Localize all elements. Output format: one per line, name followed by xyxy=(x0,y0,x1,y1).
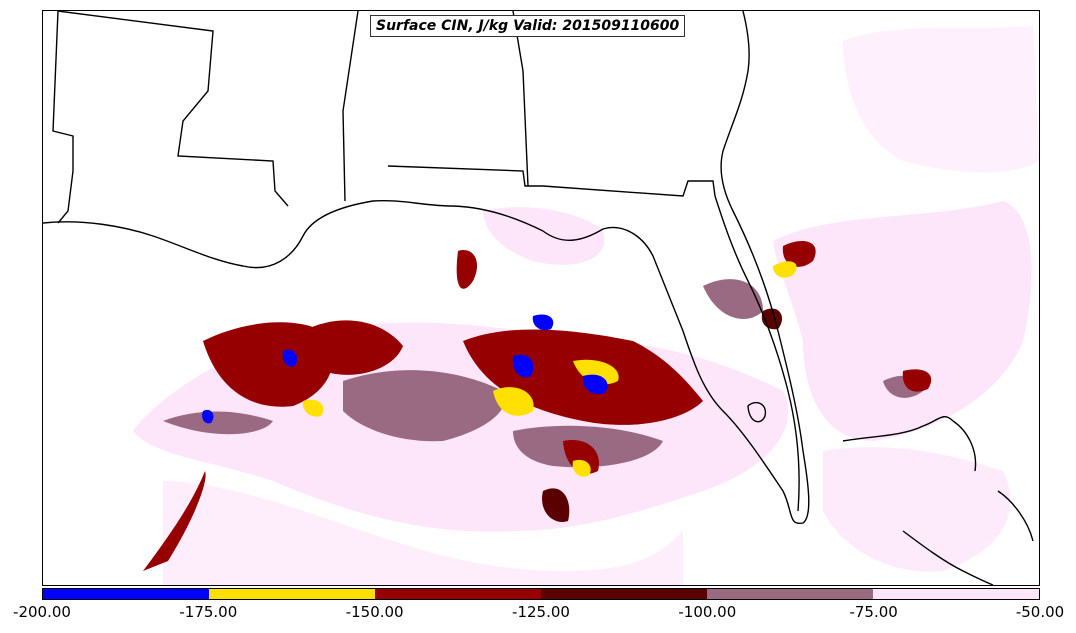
cin-area-red-south xyxy=(563,440,599,474)
colorbar xyxy=(42,588,1040,600)
colorbar-segment xyxy=(375,589,541,599)
cin-area-mauve-central xyxy=(343,370,505,442)
cin-area-yellow-5 xyxy=(572,459,591,477)
florida-east-coast xyxy=(714,195,800,512)
colorbar-segment xyxy=(873,589,1039,599)
cin-area-red-central xyxy=(303,320,403,375)
cin-light-pink-areas xyxy=(133,26,1039,585)
colorbar-tick-label: -175.00 xyxy=(179,603,238,621)
colorbar-tick-label: -75.00 xyxy=(849,603,898,621)
cin-area-atlantic xyxy=(773,201,1032,441)
cin-yellow-areas xyxy=(302,261,797,477)
cin-area-red-atlantic xyxy=(782,241,816,267)
cin-area-red-west xyxy=(203,322,333,407)
cin-blue-areas xyxy=(202,314,608,424)
cin-area-caribbean xyxy=(823,447,1011,572)
cin-area-maroon-1 xyxy=(542,488,570,522)
cin-area-blue-1 xyxy=(512,354,534,378)
colorbar-tick-label: -200.00 xyxy=(13,603,71,621)
state-border-al-ga xyxy=(512,11,529,187)
cin-area-red-north xyxy=(456,250,478,289)
cin-area-south-gulf xyxy=(163,481,683,585)
cin-area-yellow-2 xyxy=(573,359,619,385)
cin-area-yellow-3 xyxy=(773,261,797,278)
cin-area-blue-4 xyxy=(282,349,298,367)
cin-area-blue-2 xyxy=(582,374,608,395)
map-panel xyxy=(42,10,1040,586)
cin-area-mauve-florida xyxy=(703,279,763,319)
map-boundaries xyxy=(43,11,1034,585)
map-title: Surface CIN, J/kg Valid: 201509110600 xyxy=(370,15,686,37)
colorbar-tick-label: -125.00 xyxy=(512,603,570,621)
state-border-ms-la xyxy=(57,11,289,207)
state-border-louisiana xyxy=(52,11,74,224)
cin-area-blue-5 xyxy=(202,409,214,424)
gulf-coastline xyxy=(43,11,810,525)
lake-okeechobee xyxy=(747,401,767,423)
colorbar-tick-label: -50.00 xyxy=(1015,603,1065,621)
colorbar-segment xyxy=(43,589,209,599)
colorbar-tick-label: -150.00 xyxy=(345,603,404,621)
cin-area-blue-3 xyxy=(532,314,554,331)
island-coastline xyxy=(997,490,1034,542)
cin-area-georgia xyxy=(843,26,1039,173)
colorbar-segment xyxy=(707,589,873,599)
colorbar-segment xyxy=(209,589,375,599)
yucatan-coastline xyxy=(902,530,994,585)
cin-area-north-gulf xyxy=(483,207,605,265)
state-border-ms-al xyxy=(342,11,359,202)
colorbar-tick-labels: -200.00 -175.00 -150.00 -125.00 -100.00 -75.0… xyxy=(0,600,1076,626)
cin-area-mauve-west xyxy=(163,411,273,435)
cin-map xyxy=(43,11,1039,585)
cin-area-red-east xyxy=(902,369,932,392)
bahamas-coastline xyxy=(952,420,977,472)
state-border-al-fl xyxy=(387,165,716,197)
cin-area-yellow-4 xyxy=(302,399,324,417)
cin-area-yellow-1 xyxy=(493,387,534,416)
colorbar-segment xyxy=(541,589,707,599)
cuba-coastline xyxy=(842,416,954,442)
colorbar-tick-label: -100.00 xyxy=(678,603,737,621)
